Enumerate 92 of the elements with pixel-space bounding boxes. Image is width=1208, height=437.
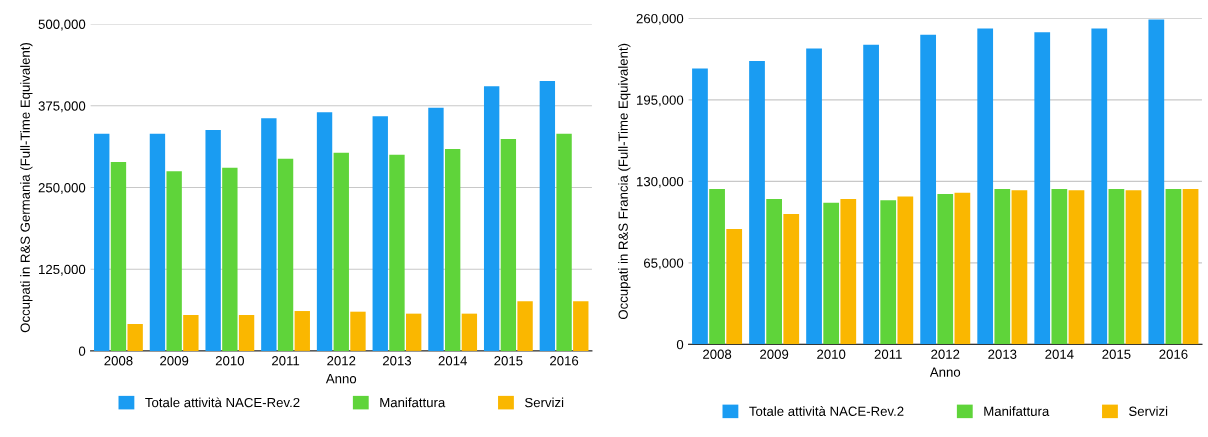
bar [840,198,857,345]
x-tick-label: 2008 [703,349,732,359]
x-axis-title: Anno [325,374,357,384]
bar [573,301,589,351]
y-tick-label: 0 [676,339,684,350]
bar [461,313,478,351]
bar [350,311,366,351]
y-tick-label: 250,000 [38,183,86,194]
bar [94,133,110,351]
legend-label: Manifattura [380,397,446,408]
x-tick-label: 2009 [760,349,789,359]
bar [517,301,533,351]
y-tick-label: 500,000 [38,19,86,31]
bar [1011,190,1028,345]
x-tick-label: 2010 [215,356,245,366]
bar [238,314,255,351]
bar [556,133,572,351]
x-tick-label: 2015 [1102,349,1131,359]
bar [316,112,333,351]
bar [405,313,422,351]
bar [222,167,238,351]
bar [1034,32,1051,345]
bar [1125,190,1142,345]
x-tick-label: 2012 [327,356,356,366]
x-tick-label: 2010 [817,349,846,359]
bar [1148,19,1165,345]
bar [483,86,500,351]
bar [1165,188,1182,345]
x-tick-label: 2014 [1045,349,1074,359]
bar [937,193,954,345]
x-tick-label: 2014 [438,356,467,366]
bar [1108,188,1125,345]
bar [428,107,444,351]
x-tick-label: 2011 [272,356,300,366]
y-tick-label: 130,000 [637,176,684,188]
y-tick-label: 195,000 [637,95,684,107]
x-tick-label: 2013 [988,349,1017,359]
y-axis-title: Occupati in R&S Germania (Full-Time Equivalent) [20,42,33,333]
bar [749,60,765,345]
bar [500,139,517,351]
bar [863,44,879,345]
bar [726,229,743,345]
x-tick-label: 2009 [160,356,189,366]
bar [709,188,725,345]
bar [389,154,405,351]
legend-label: Totale attività NACE-Rev.2 [145,397,300,408]
bar [149,133,166,351]
bar [880,200,897,345]
x-tick-label: 2013 [382,356,412,366]
bar [183,314,199,351]
legend-label: Manifattura [984,406,1050,416]
bar [166,171,182,351]
bar [539,80,556,351]
y-tick-label: 0 [78,346,86,356]
bar [823,202,840,345]
bar [1091,28,1108,345]
bar [205,129,221,351]
bar [783,213,800,345]
x-tick-label: 2012 [931,349,960,359]
bar [127,324,143,351]
bar [372,116,388,351]
bar [977,28,994,345]
y-axis-title: Occupati in R&S Francia (Full-Time Equivalent) [618,43,631,320]
x-tick-label: 2011 [874,349,902,359]
y-tick-label: 125,000 [39,264,86,276]
y-tick-label: 260,000 [636,13,684,25]
legend-label: Servizi [525,397,564,408]
bar [261,118,277,351]
bar [994,188,1011,345]
bar [277,158,294,351]
bar [1051,188,1068,345]
bar [444,148,461,351]
y-tick-label: 375,000 [38,101,86,113]
bar [766,198,782,345]
bar [110,161,127,351]
x-tick-label: 2016 [1159,349,1188,359]
bar [294,311,310,351]
x-tick-label: 2015 [494,356,523,366]
bar [1182,188,1199,345]
bar [954,192,971,345]
y-tick-label: 65,000 [644,258,684,270]
x-axis-title: Anno [929,367,961,377]
bar [806,48,822,345]
bar [920,34,937,345]
legend-label: Servizi [1129,406,1168,416]
bar [692,68,708,345]
x-tick-label: 2008 [104,356,133,366]
bar [333,152,349,351]
x-tick-label: 2016 [550,356,579,366]
legend-label: Totale attività NACE-Rev.2 [749,406,904,416]
bar [1068,190,1085,345]
bar [897,196,914,345]
